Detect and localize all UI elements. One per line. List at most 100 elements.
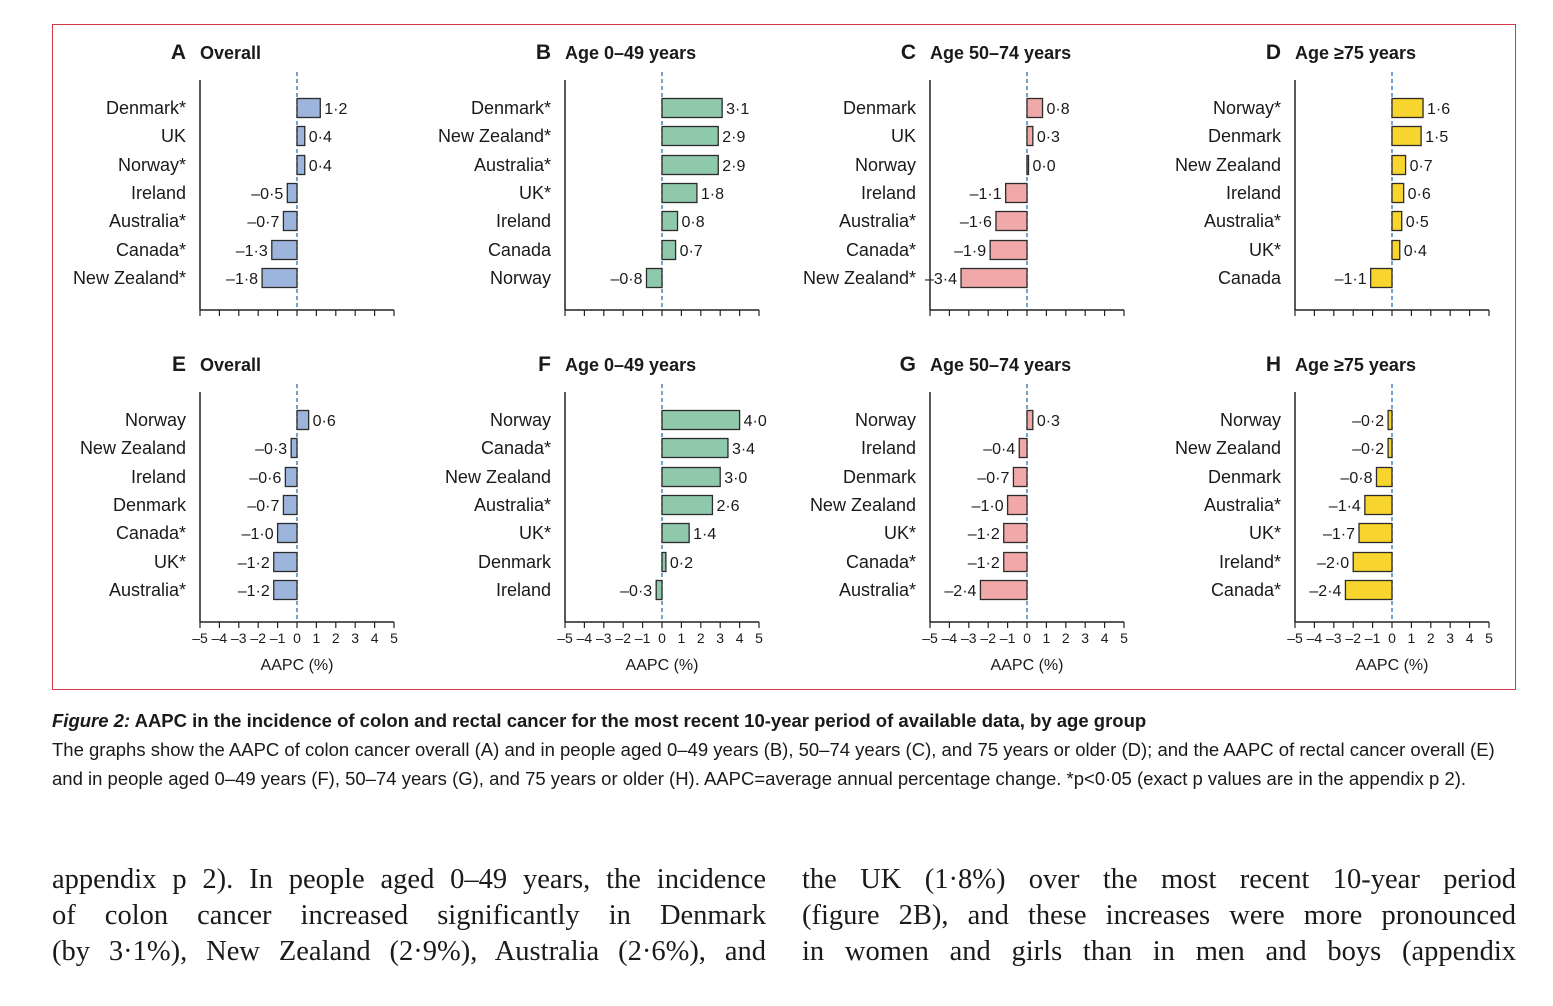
x-tick-label: –1 bbox=[1000, 630, 1016, 646]
category-label: Ireland bbox=[496, 211, 551, 231]
body-line: (by 3·1%), New Zealand (2·9%), Australia… bbox=[52, 936, 766, 967]
category-label: Norway bbox=[490, 268, 551, 288]
bar-value-label: –2·4 bbox=[944, 583, 976, 600]
x-tick-label: 5 bbox=[1485, 630, 1493, 646]
bar-value-label: –0·7 bbox=[977, 470, 1009, 487]
panel-letter: G bbox=[900, 353, 916, 376]
bar bbox=[296, 125, 306, 147]
bar bbox=[282, 494, 298, 516]
category-label: New Zealand* bbox=[803, 268, 916, 288]
x-tick-label: 0 bbox=[1388, 630, 1396, 646]
bar-value-label: 2·9 bbox=[722, 158, 745, 175]
bar bbox=[1375, 466, 1393, 488]
bar-value-label: 2·9 bbox=[722, 129, 745, 146]
bar bbox=[1352, 551, 1393, 573]
x-tick-label: –5 bbox=[557, 630, 573, 646]
bar-value-label: –0·7 bbox=[247, 498, 279, 515]
bar-value-label: –1·1 bbox=[970, 186, 1002, 203]
bar bbox=[273, 551, 298, 573]
category-label: UK bbox=[891, 126, 916, 146]
bar-value-label: –1·3 bbox=[236, 243, 268, 260]
category-label: UK* bbox=[154, 552, 186, 572]
bar-value-label: 0·3 bbox=[1037, 413, 1060, 430]
panel-title: Age ≥75 years bbox=[1295, 355, 1416, 375]
category-label: Norway bbox=[490, 410, 551, 430]
category-label: New Zealand bbox=[1175, 438, 1281, 458]
category-label: Denmark* bbox=[471, 98, 551, 118]
category-label: UK* bbox=[1249, 240, 1281, 260]
category-label: Ireland bbox=[131, 467, 186, 487]
category-label: Canada* bbox=[846, 552, 916, 572]
bar bbox=[979, 579, 1028, 601]
x-tick-label: –3 bbox=[961, 630, 977, 646]
bar bbox=[661, 97, 723, 119]
bar bbox=[1026, 97, 1044, 119]
bar-value-label: 0·8 bbox=[682, 214, 705, 231]
bar-value-label: –1·2 bbox=[238, 555, 270, 572]
bar bbox=[661, 551, 667, 573]
body-line: in women and girls than in men and boys … bbox=[802, 936, 1516, 967]
x-tick-label: 4 bbox=[1466, 630, 1474, 646]
category-label: Canada* bbox=[481, 438, 551, 458]
category-label: Norway bbox=[1220, 410, 1281, 430]
panel-title: Age 0–49 years bbox=[565, 355, 696, 375]
category-label: Australia* bbox=[474, 155, 551, 175]
bar bbox=[1003, 522, 1028, 544]
bar-value-label: –0·7 bbox=[247, 214, 279, 231]
panel-title: Age 50–74 years bbox=[930, 355, 1071, 375]
category-label: Denmark* bbox=[106, 98, 186, 118]
category-label: Denmark bbox=[1208, 126, 1282, 146]
category-label: New Zealand* bbox=[73, 268, 186, 288]
bar-value-label: –0·8 bbox=[1340, 470, 1372, 487]
bar bbox=[286, 182, 298, 204]
category-label: Canada* bbox=[846, 240, 916, 260]
bar bbox=[1387, 437, 1393, 459]
bar bbox=[1391, 210, 1403, 232]
bar-value-label: –1·2 bbox=[968, 526, 1000, 543]
x-tick-label: –2 bbox=[1345, 630, 1361, 646]
category-label: Denmark bbox=[1208, 467, 1282, 487]
x-axis-label: AAPC (%) bbox=[626, 657, 699, 674]
panel-title: Age 0–49 years bbox=[565, 43, 696, 63]
category-label: Australia* bbox=[109, 211, 186, 231]
bar bbox=[661, 182, 698, 204]
body-line: appendix p 2). In people aged 0–49 years… bbox=[52, 864, 766, 895]
caption-text: The graphs show the AAPC of colon cancer… bbox=[52, 739, 1495, 789]
category-label: Ireland* bbox=[1219, 552, 1281, 572]
bar bbox=[661, 409, 741, 431]
category-label: Denmark bbox=[843, 467, 917, 487]
x-tick-label: 2 bbox=[697, 630, 705, 646]
bar bbox=[661, 522, 690, 544]
caption-label: Figure 2: bbox=[52, 710, 131, 731]
category-label: Ireland bbox=[1226, 183, 1281, 203]
x-tick-label: 1 bbox=[1408, 630, 1416, 646]
panel-title: Overall bbox=[200, 43, 261, 63]
category-label: UK bbox=[161, 126, 186, 146]
bar-value-label: –0·3 bbox=[255, 441, 287, 458]
bar bbox=[284, 466, 298, 488]
x-tick-label: –4 bbox=[577, 630, 593, 646]
x-tick-label: 1 bbox=[1043, 630, 1051, 646]
bar-value-label: –1·2 bbox=[238, 583, 270, 600]
bar bbox=[276, 522, 298, 544]
category-label: New Zealand bbox=[80, 438, 186, 458]
bar-value-label: 3·0 bbox=[724, 470, 747, 487]
x-tick-label: –1 bbox=[635, 630, 651, 646]
bar bbox=[296, 154, 306, 176]
bar bbox=[1026, 125, 1034, 147]
bar-value-label: 2·6 bbox=[716, 498, 739, 515]
category-label: Canada* bbox=[116, 240, 186, 260]
category-label: Canada bbox=[488, 240, 552, 260]
category-label: Norway bbox=[855, 155, 916, 175]
caption-title-text: AAPC in the incidence of colon and recta… bbox=[130, 710, 1147, 731]
x-tick-label: –1 bbox=[1365, 630, 1381, 646]
bar bbox=[1364, 494, 1393, 516]
figure-frame bbox=[52, 24, 1516, 690]
bar-value-label: –1·0 bbox=[972, 498, 1004, 515]
category-label: Australia* bbox=[1204, 211, 1281, 231]
bar bbox=[1005, 182, 1028, 204]
category-label: Australia* bbox=[109, 580, 186, 600]
x-tick-label: –3 bbox=[596, 630, 612, 646]
bar bbox=[989, 239, 1028, 261]
bar bbox=[645, 267, 663, 289]
